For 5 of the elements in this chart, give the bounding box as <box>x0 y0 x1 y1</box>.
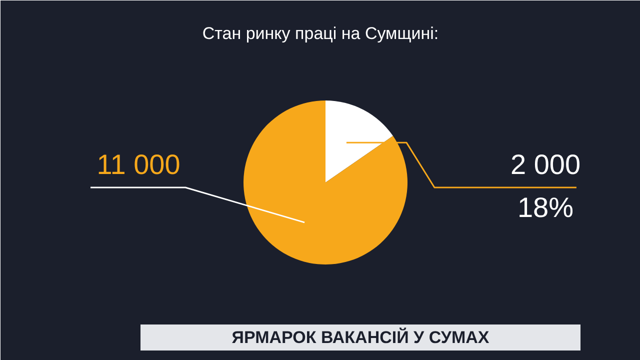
data-label: 11 000 <box>96 149 180 180</box>
data-label: 2 000 <box>510 149 581 180</box>
chart-title: Стан ринку праці на Сумщині: <box>202 24 439 43</box>
text: ЯРМАРОК ВАКАНСІЙ У СУМАХ <box>232 327 490 347</box>
text: 18% <box>517 192 574 223</box>
